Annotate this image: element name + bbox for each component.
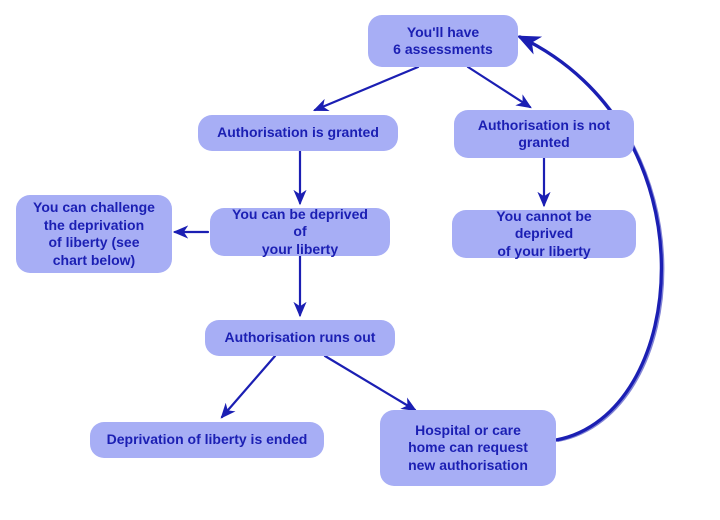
edge-start-to-not_granted	[468, 67, 530, 107]
edge-start-to-granted	[315, 67, 418, 110]
node-granted: Authorisation is granted	[198, 115, 398, 151]
node-ended: Deprivation of liberty is ended	[90, 422, 324, 458]
node-start: You'll have6 assessments	[368, 15, 518, 67]
node-request_new: Hospital or carehome can requestnew auth…	[380, 410, 556, 486]
flowchart-canvas: { "type": "flowchart", "canvas": { "widt…	[0, 0, 720, 520]
node-runs_out: Authorisation runs out	[205, 320, 395, 356]
node-not_granted: Authorisation is notgranted	[454, 110, 634, 158]
node-deprived: You can be deprived ofyour liberty	[210, 208, 390, 256]
edge-runs_out-to-request_new	[325, 356, 415, 410]
node-cannot: You cannot be deprivedof your liberty	[452, 210, 636, 258]
edge-runs_out-to-ended	[222, 356, 275, 417]
node-challenge: You can challengethe deprivationof liber…	[16, 195, 172, 273]
